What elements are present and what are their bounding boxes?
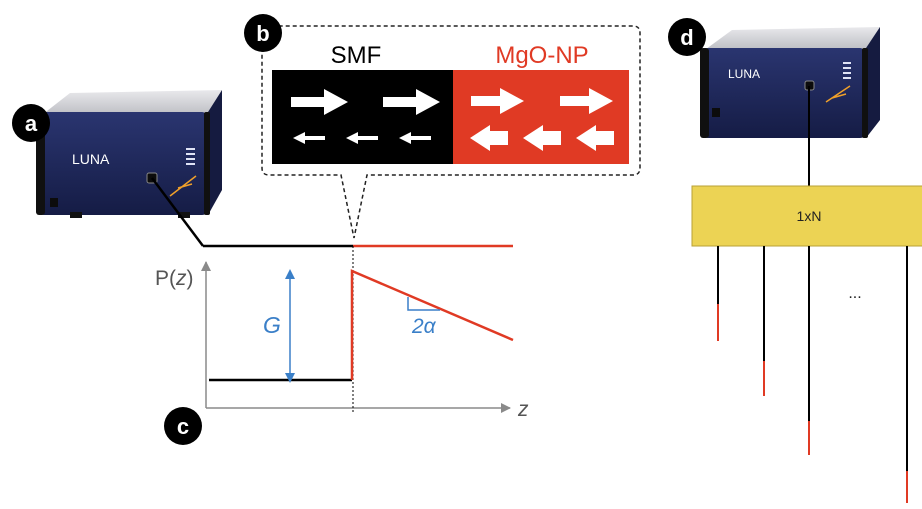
panel-letter: c — [177, 414, 189, 439]
slope-label: 2α — [411, 315, 437, 338]
device-power-switch — [712, 108, 720, 117]
mgo-np-section — [453, 70, 629, 164]
switch-output-fibers — [717, 246, 908, 503]
device-handle-left — [700, 48, 709, 138]
device-foot — [70, 212, 82, 218]
device-side — [866, 27, 880, 138]
more-fibers-ellipsis: ... — [848, 285, 861, 302]
x-axis-label: z — [517, 398, 529, 421]
device-brand-label: LUNA — [728, 67, 760, 81]
device-logo-swoosh — [169, 175, 197, 197]
backscatter-arrow — [576, 125, 614, 151]
slope-triangle — [407, 297, 440, 311]
gain-label: G — [263, 312, 281, 338]
panel-letter: d — [680, 25, 693, 50]
device-brand-label: LUNA — [72, 151, 110, 167]
smf-section — [272, 70, 453, 164]
panel-badge-d: d — [668, 18, 706, 56]
device-top-surface — [38, 90, 222, 118]
forward-arrow — [560, 88, 613, 114]
forward-arrow — [291, 89, 348, 115]
backscatter-arrow — [470, 125, 508, 151]
device-side — [208, 90, 222, 215]
device-handle-right — [204, 112, 210, 215]
smf-backscatter-arrows — [293, 132, 431, 144]
smf-forward-arrows — [291, 89, 440, 115]
switch-label: 1xN — [797, 208, 822, 224]
panel-letter: b — [256, 21, 269, 46]
mgo-np-title: MgO-NP — [495, 42, 588, 69]
device-handle-right — [862, 48, 868, 138]
backscatter-arrow — [293, 132, 325, 144]
mgo-power-trace — [350, 269, 514, 380]
y-axis-label: P(z) — [155, 267, 194, 290]
fiber-lead-a — [151, 177, 204, 247]
backscatter-arrow — [346, 132, 378, 144]
panel-letter: a — [25, 111, 38, 136]
device-front-panel — [702, 48, 866, 138]
luna-device-d: LUNA — [700, 27, 880, 138]
panel-badge-b: b — [244, 14, 282, 52]
smf-title: SMF — [331, 42, 382, 69]
forward-arrow — [383, 89, 440, 115]
device-logo-swoosh — [825, 85, 851, 103]
backscatter-arrow — [523, 125, 561, 151]
mgo-backscatter-arrows — [470, 125, 614, 151]
device-foot — [178, 212, 190, 218]
device-indicator-lights — [843, 62, 851, 79]
panel-badge-a: a — [12, 104, 50, 142]
mgo-forward-arrows — [471, 88, 613, 114]
device-top-surface — [702, 27, 880, 52]
luna-device-a: LUNA — [36, 90, 222, 218]
device-power-switch — [50, 198, 58, 207]
optical-switch-1xN — [691, 185, 922, 247]
forward-arrow — [471, 88, 524, 114]
device-front-panel — [38, 112, 208, 215]
backscatter-arrow — [399, 132, 431, 144]
panel-badge-c: c — [164, 407, 202, 445]
device-indicator-lights — [186, 148, 195, 165]
